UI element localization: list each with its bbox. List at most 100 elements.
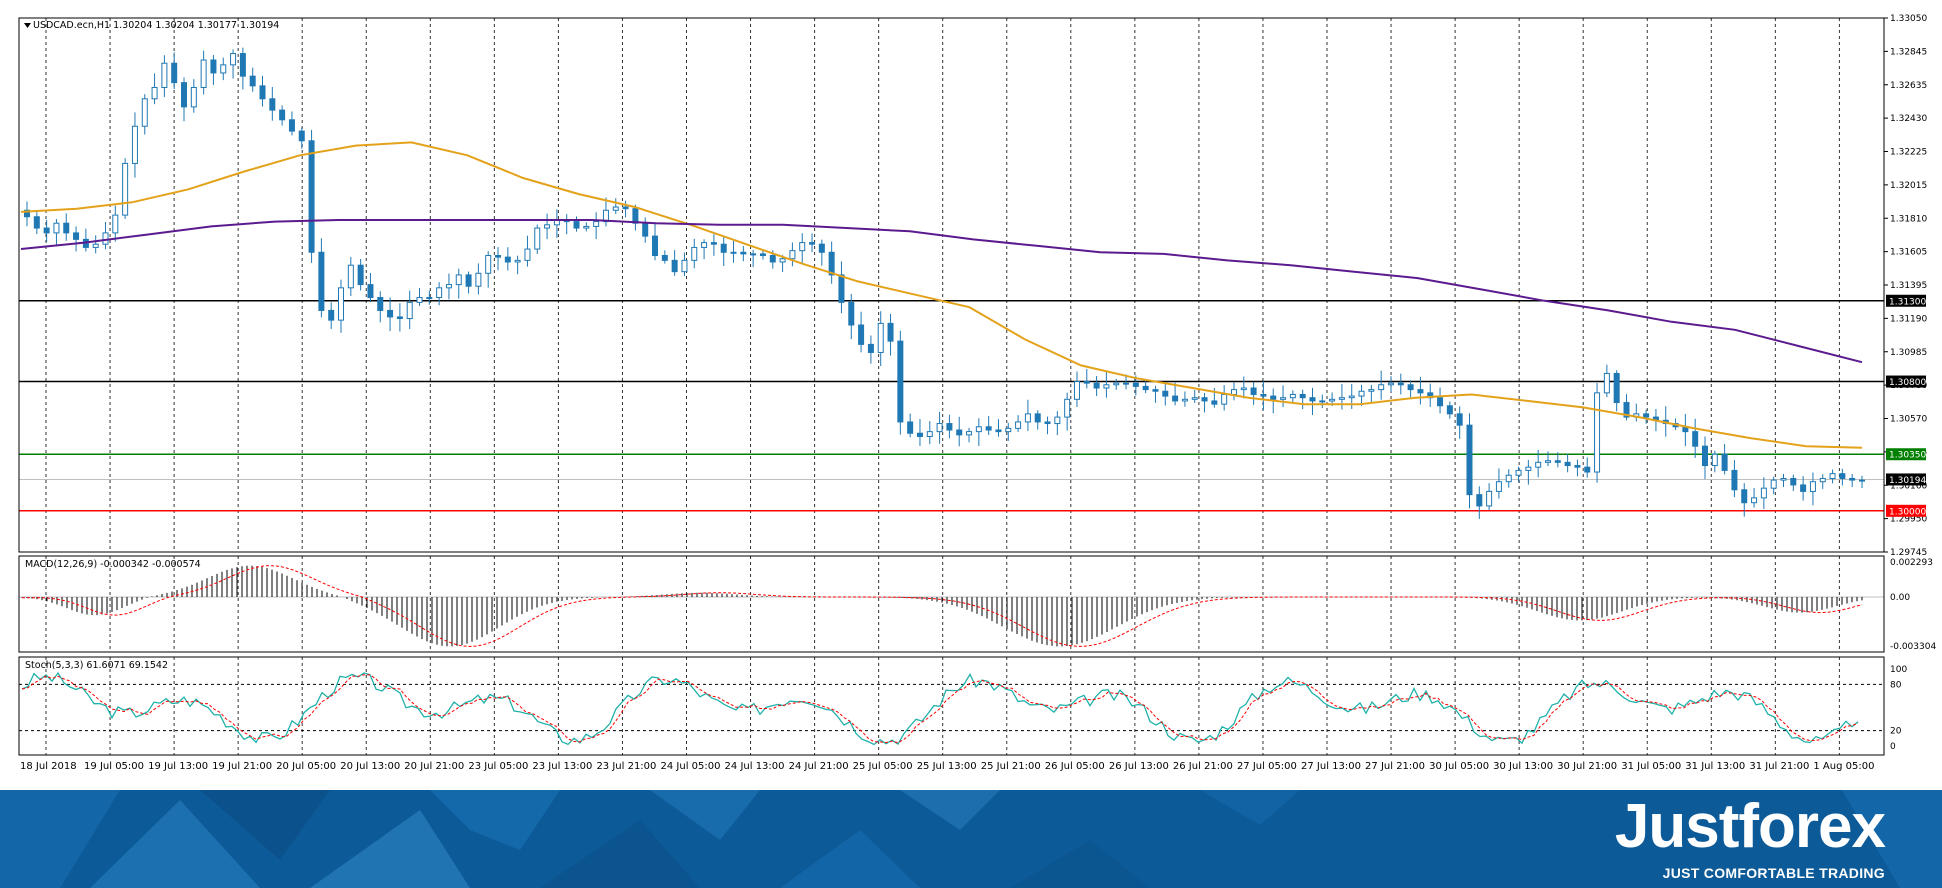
candle-body — [131, 125, 138, 164]
candle-body — [642, 222, 649, 237]
candle-body — [750, 253, 757, 256]
candle-body — [524, 248, 531, 261]
candle-body — [828, 251, 835, 276]
candle-body — [916, 432, 923, 437]
candle-body — [1495, 481, 1502, 492]
footer-pattern — [0, 790, 1942, 888]
candle-body — [1564, 461, 1571, 467]
candle-body — [1643, 413, 1650, 418]
main-chart-header: USDCAD.ecn,H1 1.30204 1.30204 1.30177 1.… — [33, 20, 279, 31]
candle-body — [416, 297, 423, 303]
candle-body — [907, 421, 914, 434]
candle-body — [652, 235, 659, 257]
candle-body — [1554, 460, 1561, 463]
candle-body — [1172, 395, 1179, 402]
candle-body — [1859, 479, 1865, 482]
price-axis-label: 1.30160 — [1890, 481, 1927, 491]
candle-body — [475, 272, 482, 287]
candle-body — [740, 251, 747, 255]
macd-axis-label: -0.003304 — [1890, 642, 1936, 652]
candle-body — [1358, 390, 1365, 397]
candle-body — [1132, 382, 1139, 387]
candle-body — [308, 140, 315, 253]
candle-body — [1152, 389, 1159, 392]
stoch-axis-label: 0 — [1890, 742, 1896, 752]
candle-body — [975, 426, 982, 433]
candle-body — [426, 297, 433, 300]
candle-body — [1535, 461, 1542, 468]
candle-body — [1270, 395, 1277, 400]
time-axis-label: 30 Jul 05:00 — [1429, 761, 1489, 772]
candle-body — [1741, 489, 1748, 504]
time-axis-label: 27 Jul 05:00 — [1237, 761, 1297, 772]
candle-body — [249, 75, 256, 87]
candle-body — [867, 343, 874, 353]
time-axis-label: 27 Jul 21:00 — [1365, 761, 1425, 772]
candle-body — [24, 209, 30, 218]
price-axis-label: 1.31190 — [1890, 314, 1927, 324]
candle-body — [1780, 477, 1787, 481]
candle-body — [1201, 397, 1208, 402]
time-axis-label: 19 Jul 21:00 — [212, 761, 272, 772]
time-axis-label: 26 Jul 13:00 — [1109, 761, 1169, 772]
price-axis-label: 1.29950 — [1890, 515, 1927, 525]
candle-body — [181, 82, 188, 108]
candle-body — [936, 423, 943, 433]
candle-body — [1721, 453, 1728, 471]
candle-body — [632, 208, 639, 224]
candle-body — [200, 59, 207, 88]
candle-body — [1466, 424, 1473, 496]
candle-body — [1348, 395, 1355, 399]
candle-body — [387, 309, 394, 318]
candle-body — [122, 162, 129, 216]
level-label-text: 1.31300 — [1889, 297, 1926, 307]
candle-body — [956, 429, 963, 436]
candle-body — [593, 221, 600, 227]
candle-body — [220, 64, 227, 74]
candle-body — [1711, 453, 1718, 467]
price-axis-label: 1.31810 — [1890, 214, 1927, 224]
candle-body — [1486, 490, 1493, 507]
stoch-axis-label: 20 — [1890, 727, 1902, 737]
candle-body — [1015, 421, 1022, 429]
candle-body — [239, 53, 246, 77]
candle-body — [1329, 398, 1336, 402]
level-label-box — [1886, 473, 1926, 486]
candle-body — [946, 423, 953, 431]
candle-body — [73, 232, 80, 240]
candle-body — [799, 242, 806, 252]
candle-body — [43, 227, 50, 234]
macd-header: MACD(12,26,9) -0.000342 -0.000574 — [25, 559, 201, 570]
candle-body — [406, 301, 413, 320]
candle-body — [1162, 390, 1169, 397]
candle-body — [1809, 481, 1816, 492]
candle-body — [514, 259, 521, 263]
stoch-signal-line — [21, 674, 1859, 744]
candle-body — [445, 284, 452, 289]
candle-body — [485, 255, 492, 274]
candle-body — [544, 224, 551, 229]
candle-body — [622, 206, 629, 210]
level-label-box — [1886, 375, 1926, 388]
time-axis-label: 26 Jul 21:00 — [1173, 761, 1233, 772]
time-axis-label: 20 Jul 13:00 — [340, 761, 400, 772]
level-label-box — [1886, 294, 1926, 307]
candle-body — [1054, 416, 1061, 425]
candle-body — [504, 256, 511, 263]
candle-body — [1515, 469, 1522, 476]
candle-body — [1280, 397, 1287, 400]
candle-body — [1064, 398, 1071, 418]
candle-body — [1731, 469, 1738, 491]
macd-axis-label: 0.00 — [1890, 593, 1910, 603]
candle-body — [1034, 413, 1041, 423]
level-label-text: 1.30800 — [1889, 378, 1926, 388]
candle-body — [1829, 473, 1836, 479]
candle-body — [1751, 497, 1758, 504]
time-axis-label: 30 Jul 21:00 — [1557, 761, 1617, 772]
candle-body — [691, 246, 698, 261]
candle-body — [1603, 372, 1610, 394]
candle-body — [1142, 385, 1149, 391]
candle-body — [1044, 421, 1051, 425]
candle-body — [818, 243, 825, 253]
